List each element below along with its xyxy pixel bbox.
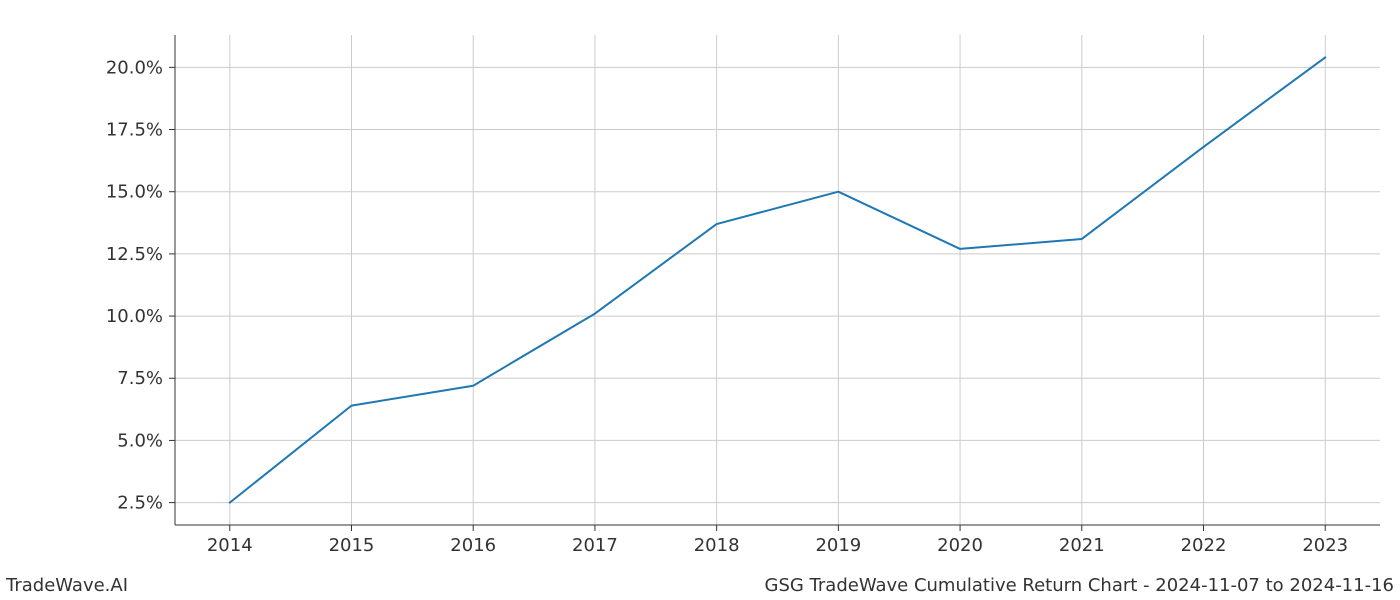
x-tick-label: 2019 xyxy=(815,535,861,556)
x-tick-label: 2015 xyxy=(329,535,375,556)
line-chart: 2014 2015 2016 2017 2018 2019 2020 2021 2022 2023… xyxy=(0,0,1400,600)
x-tick-label: 2022 xyxy=(1181,535,1227,556)
footer-left-label: TradeWave.AI xyxy=(6,575,128,596)
y-tick-label: 2.5% xyxy=(117,493,163,514)
y-tick-label: 10.0% xyxy=(106,306,163,327)
x-tick-label: 2020 xyxy=(937,535,983,556)
x-tick-label: 2018 xyxy=(694,535,740,556)
x-tick-label: 2016 xyxy=(450,535,496,556)
chart-bg xyxy=(0,0,1400,600)
y-tick-label: 15.0% xyxy=(106,182,163,203)
x-tick-label: 2014 xyxy=(207,535,253,556)
chart-container: 2014 2015 2016 2017 2018 2019 2020 2021 2022 2023… xyxy=(0,0,1400,600)
y-tick-label: 7.5% xyxy=(117,368,163,389)
x-tick-label: 2017 xyxy=(572,535,618,556)
y-tick-label: 20.0% xyxy=(106,57,163,78)
y-tick-label: 5.0% xyxy=(117,430,163,451)
x-tick-label: 2021 xyxy=(1059,535,1105,556)
footer-right-label: GSG TradeWave Cumulative Return Chart - … xyxy=(765,575,1395,596)
y-tick-label: 12.5% xyxy=(106,244,163,265)
x-tick-label: 2023 xyxy=(1302,535,1348,556)
y-tick-label: 17.5% xyxy=(106,120,163,141)
